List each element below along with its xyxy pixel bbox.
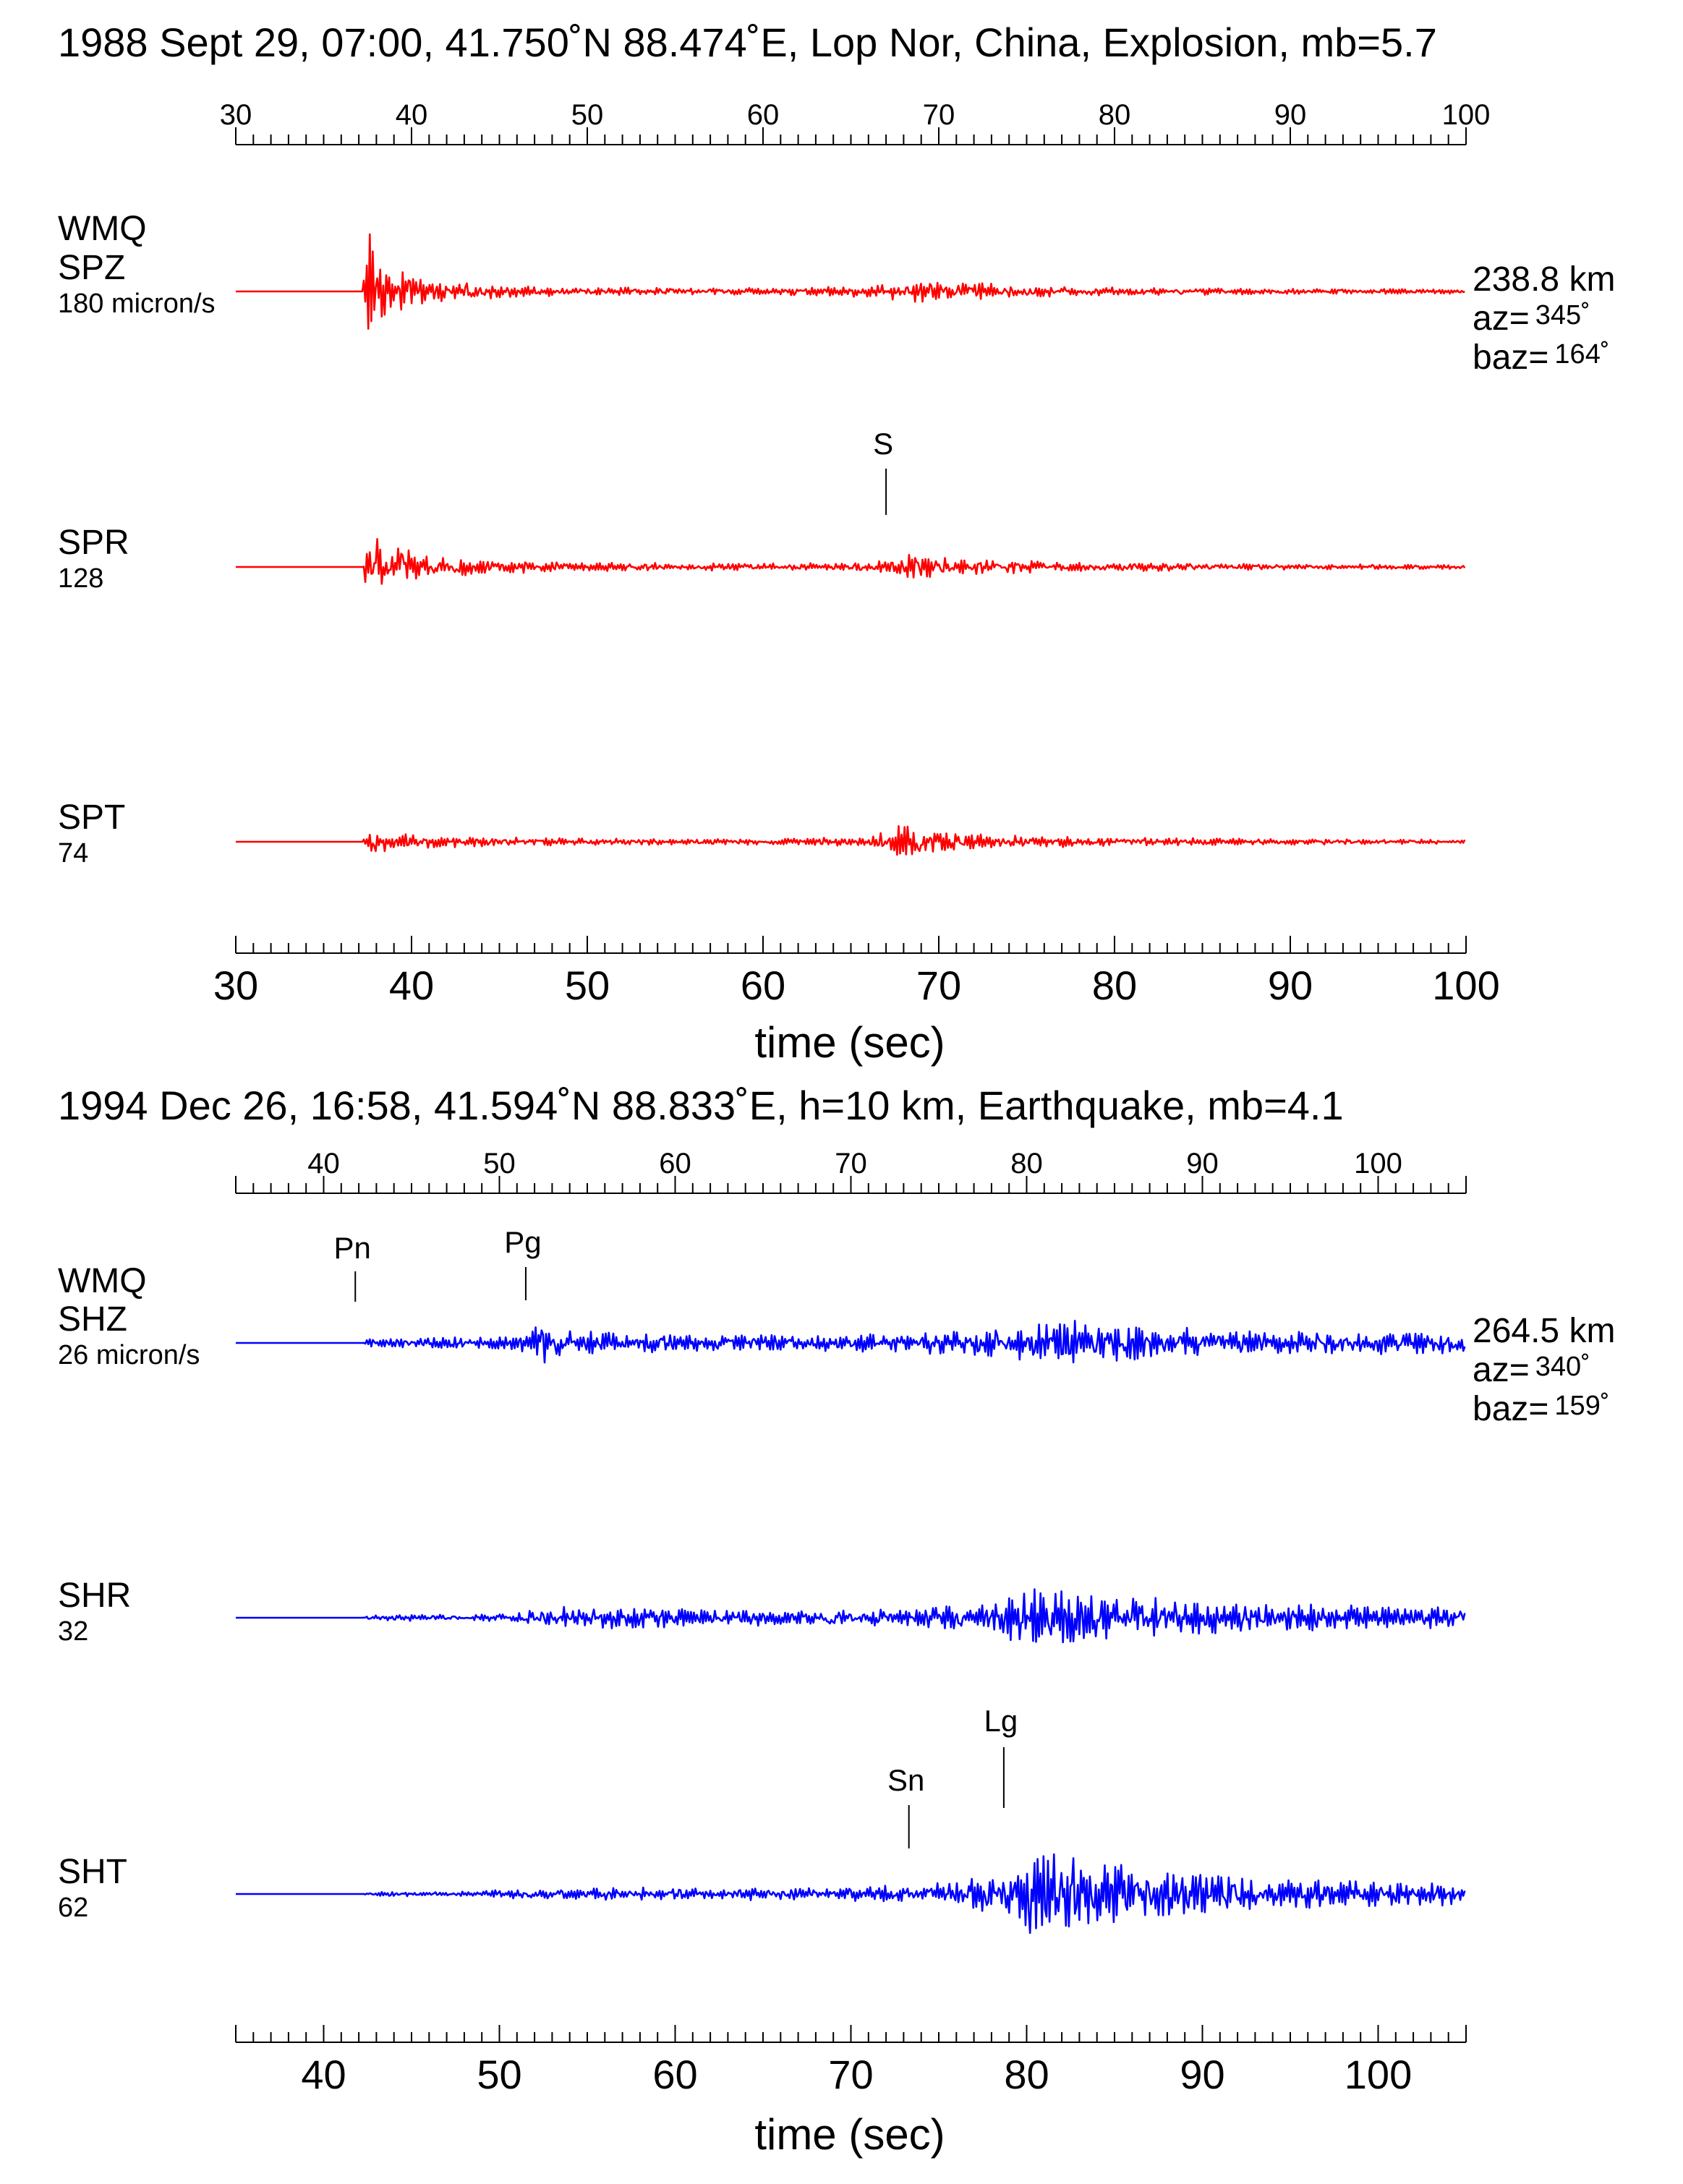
x-tick-label: 80 xyxy=(1099,99,1131,131)
azimuth-label: az= 345˚ xyxy=(1473,299,1590,338)
x-tick-label: 60 xyxy=(747,99,780,131)
waveform-shz xyxy=(236,1320,1466,1364)
top-axis: 30 40 50 60 70 80 90 100 xyxy=(220,99,1491,145)
traces xyxy=(236,1320,1466,1935)
phase-label-pg: Pg xyxy=(504,1225,541,1259)
panel-title: 1988 Sept 29, 07:00, 41.750˚N 88.474˚E, … xyxy=(58,20,1437,65)
channel-label-shr: SHR xyxy=(58,1577,131,1615)
x-tick-label: 90 xyxy=(1180,2052,1224,2097)
x-tick-label: 30 xyxy=(220,99,252,131)
x-tick-label: 40 xyxy=(307,1148,340,1180)
x-tick-label: 70 xyxy=(828,2052,873,2097)
panel-earthquake: 1994 Dec 26, 16:58, 41.594˚N 88.833˚E, h… xyxy=(58,1083,1615,2159)
x-tick-label: 50 xyxy=(477,2052,521,2097)
amplitude-label-shr: 32 xyxy=(58,1616,88,1647)
x-tick-label: 60 xyxy=(741,963,785,1008)
x-tick-label: 50 xyxy=(565,963,610,1008)
waveform-shr xyxy=(236,1588,1466,1644)
back-azimuth-label: baz= 159˚ xyxy=(1473,1390,1609,1428)
bottom-axis: 30 40 50 60 70 80 90 100 xyxy=(213,936,1500,1008)
phase-label-lg: Lg xyxy=(984,1704,1018,1738)
traces xyxy=(236,233,1466,856)
x-tick-label: 80 xyxy=(1004,2052,1049,2097)
x-tick-label: 40 xyxy=(301,2052,346,2097)
x-tick-label: 40 xyxy=(389,963,434,1008)
x-axis-label: time (sec) xyxy=(754,1018,945,1067)
waveform-spt xyxy=(236,825,1466,856)
x-tick-label: 80 xyxy=(1092,963,1137,1008)
azimuth-label: az= 340˚ xyxy=(1473,1351,1590,1389)
x-tick-label: 60 xyxy=(652,2052,697,2097)
x-tick-label: 90 xyxy=(1186,1148,1219,1180)
amplitude-label-spr: 128 xyxy=(58,563,103,594)
channel-label-spt: SPT xyxy=(58,798,125,837)
channel-label-spz: SPZ xyxy=(58,249,125,287)
x-tick-label: 100 xyxy=(1432,963,1499,1008)
channel-label-spr: SPR xyxy=(58,524,129,562)
x-axis-label: time (sec) xyxy=(754,2110,945,2159)
waveform-spz xyxy=(236,233,1465,330)
x-tick-label: 40 xyxy=(396,99,428,131)
channel-label-sht: SHT xyxy=(58,1853,127,1891)
panel-title: 1994 Dec 26, 16:58, 41.594˚N 88.833˚E, h… xyxy=(58,1083,1344,1128)
bottom-axis: 40 50 60 70 80 90 100 xyxy=(235,2025,1467,2097)
x-tick-label: 100 xyxy=(1345,2052,1412,2097)
distance-label: 264.5 km xyxy=(1473,1312,1615,1350)
channel-label-shz: SHZ xyxy=(58,1300,127,1339)
x-tick-label: 50 xyxy=(483,1148,516,1180)
x-tick-label: 100 xyxy=(1354,1148,1402,1180)
back-azimuth-label: baz= 164˚ xyxy=(1473,338,1609,377)
x-tick-label: 100 xyxy=(1442,99,1491,131)
x-tick-label: 90 xyxy=(1268,963,1313,1008)
panel-explosion: 1988 Sept 29, 07:00, 41.750˚N 88.474˚E, … xyxy=(58,20,1615,1067)
phase-label-sn: Sn xyxy=(887,1763,924,1797)
phase-markers: Pn Pg Sn Lg xyxy=(334,1225,1018,1848)
amplitude-label-sht: 62 xyxy=(58,1893,88,1923)
x-tick-label: 90 xyxy=(1274,99,1307,131)
x-tick-label: 30 xyxy=(213,963,258,1008)
distance-label: 238.8 km xyxy=(1473,260,1615,299)
amplitude-label-shz: 26 micron/s xyxy=(58,1340,200,1370)
amplitude-label-spt: 74 xyxy=(58,838,88,869)
station-label: WMQ xyxy=(58,210,147,248)
x-tick-label: 70 xyxy=(916,963,961,1008)
waveform-spr xyxy=(236,538,1466,585)
x-tick-label: 70 xyxy=(835,1148,867,1180)
phase-label-pn: Pn xyxy=(334,1231,371,1265)
x-tick-label: 70 xyxy=(923,99,955,131)
amplitude-label-spz: 180 micron/s xyxy=(58,289,216,319)
phase-label-s: S xyxy=(873,427,893,461)
x-tick-label: 50 xyxy=(571,99,604,131)
x-tick-label: 60 xyxy=(659,1148,691,1180)
waveform-sht xyxy=(236,1853,1466,1935)
top-axis: 40 50 60 70 80 90 100 xyxy=(235,1148,1467,1194)
phase-markers: S xyxy=(873,427,893,515)
station-label: WMQ xyxy=(58,1262,147,1300)
x-tick-label: 80 xyxy=(1010,1148,1043,1180)
